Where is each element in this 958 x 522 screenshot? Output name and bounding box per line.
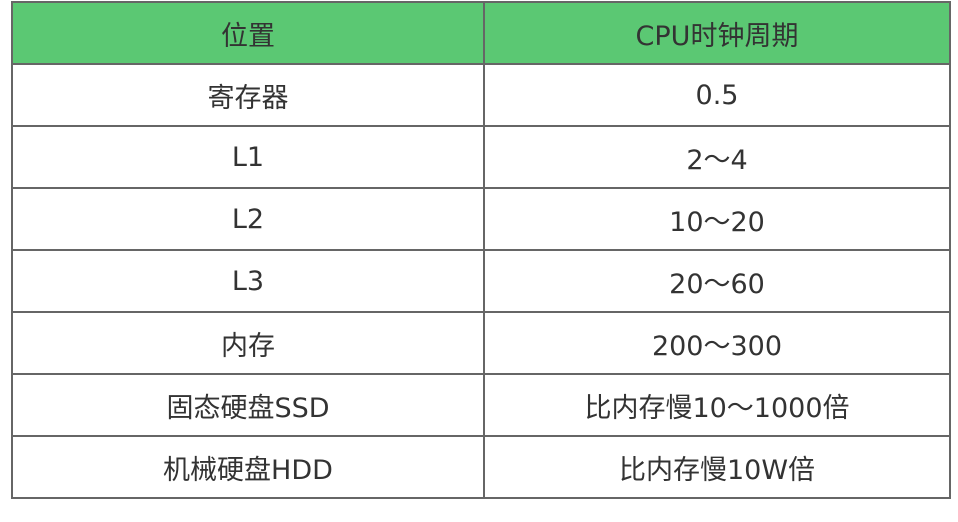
table-row: 固态硬盘SSD 比内存慢10～1000倍 xyxy=(11,373,951,437)
cycles-cell: 0.5 xyxy=(483,63,951,127)
table-row: 寄存器 0.5 xyxy=(11,63,951,127)
latency-table: 位置 CPU时钟周期 寄存器 0.5 L1 2～4 L2 10～20 L3 20～60 … xyxy=(11,1,951,499)
location-cell: L3 xyxy=(11,249,485,313)
table-row: 内存 200～300 xyxy=(11,311,951,375)
location-cell: 寄存器 xyxy=(11,63,485,127)
cycles-cell: 20～60 xyxy=(483,249,951,313)
location-cell: L2 xyxy=(11,187,485,251)
location-cell: 固态硬盘SSD xyxy=(11,373,485,437)
table-row: L2 10～20 xyxy=(11,187,951,251)
table-row: 机械硬盘HDD 比内存慢10W倍 xyxy=(11,435,951,499)
table-row: L3 20～60 xyxy=(11,249,951,313)
location-cell: L1 xyxy=(11,125,485,189)
cycles-cell: 2～4 xyxy=(483,125,951,189)
header-location: 位置 xyxy=(11,1,485,65)
location-cell: 机械硬盘HDD xyxy=(11,435,485,499)
header-row: 位置 CPU时钟周期 xyxy=(11,1,951,65)
cycles-cell: 10～20 xyxy=(483,187,951,251)
cycles-cell: 200～300 xyxy=(483,311,951,375)
cycles-cell: 比内存慢10W倍 xyxy=(483,435,951,499)
location-cell: 内存 xyxy=(11,311,485,375)
header-cpu-cycles: CPU时钟周期 xyxy=(483,1,951,65)
cycles-cell: 比内存慢10～1000倍 xyxy=(483,373,951,437)
table-row: L1 2～4 xyxy=(11,125,951,189)
